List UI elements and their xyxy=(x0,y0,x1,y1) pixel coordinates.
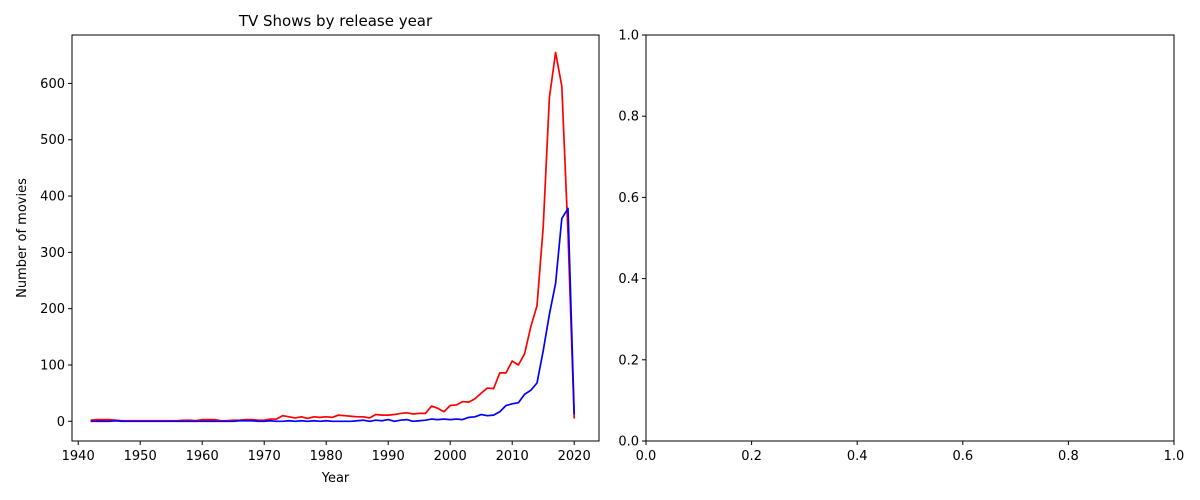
y-tick-label: 1.0 xyxy=(618,29,639,44)
left-y-axis-label: Number of movies xyxy=(15,178,30,298)
x-tick-label: 1950 xyxy=(124,449,157,464)
y-tick-label: 0.0 xyxy=(618,435,639,450)
left-x-axis-label: Year xyxy=(321,471,350,486)
y-tick-label: 600 xyxy=(40,77,65,92)
x-tick-label: 0.6 xyxy=(952,449,973,464)
right-axes: 0.0 0.2 0.4 0.6 0.8 1.0 0.0 0.2 0.4 0.6 0.8 1.0 xyxy=(618,29,1184,465)
x-tick-label: 1990 xyxy=(372,449,405,464)
left-axes-frame xyxy=(71,34,600,442)
y-tick-label: 400 xyxy=(40,190,65,205)
left-axes-lines xyxy=(90,51,576,423)
x-tick-label: 1940 xyxy=(62,449,95,464)
y-tick-label: 0.4 xyxy=(618,272,639,287)
x-tick-label: 2000 xyxy=(434,449,467,464)
x-tick-label: 1980 xyxy=(310,449,343,464)
x-tick-label: 2020 xyxy=(558,449,591,464)
y-tick-label: 0.2 xyxy=(618,353,639,368)
series-line-1 xyxy=(90,207,576,423)
y-tick-label: 500 xyxy=(40,133,65,148)
x-tick-label: 0.0 xyxy=(636,449,657,464)
y-tick-label: 200 xyxy=(40,302,65,317)
y-tick-label: 0.6 xyxy=(618,191,639,206)
x-tick-label: 1960 xyxy=(186,449,219,464)
right-axes-y-ticks: 0.0 0.2 0.4 0.6 0.8 1.0 xyxy=(618,29,646,450)
y-tick-label: 300 xyxy=(40,246,65,261)
right-axes-frame xyxy=(645,34,1175,442)
x-tick-label: 0.8 xyxy=(1058,449,1079,464)
y-tick-label: 0.8 xyxy=(618,110,639,125)
y-tick-label: 0 xyxy=(57,415,65,430)
x-tick-label: 1.0 xyxy=(1164,449,1185,464)
left-axes: 1940 1950 1960 1970 1980 1990 2000 2010 2020 0 10… xyxy=(15,12,600,486)
x-tick-label: 0.4 xyxy=(847,449,868,464)
y-tick-label: 100 xyxy=(40,358,65,373)
left-axes-x-ticks: 1940 1950 1960 1970 1980 1990 2000 2010 2020 xyxy=(62,441,591,464)
x-tick-label: 2010 xyxy=(496,449,529,464)
left-chart-title: TV Shows by release year xyxy=(238,12,433,30)
x-tick-label: 1970 xyxy=(248,449,281,464)
left-axes-y-ticks: 0 100 200 300 400 500 600 xyxy=(40,77,72,430)
x-tick-label: 0.2 xyxy=(741,449,762,464)
right-axes-x-ticks: 0.0 0.2 0.4 0.6 0.8 1.0 xyxy=(636,441,1185,464)
